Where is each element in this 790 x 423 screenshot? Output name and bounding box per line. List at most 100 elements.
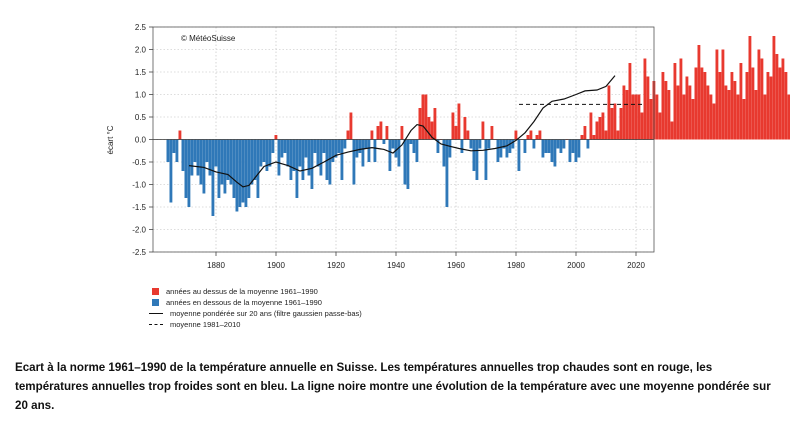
legend-item-mean: moyenne 1981–2010 (149, 319, 362, 330)
y-tick-label: 0.5 (135, 113, 147, 122)
bar-2012 (610, 108, 614, 140)
bar-2064 (766, 72, 770, 140)
legend-label: moyenne 1981–2010 (170, 320, 241, 329)
bar-1908 (298, 139, 302, 167)
bar-1879 (211, 139, 215, 216)
bar-1996 (562, 139, 566, 149)
bar-2000 (574, 139, 578, 162)
bar-1877 (205, 139, 209, 162)
bar-2019 (631, 94, 635, 140)
bar-2044 (706, 85, 710, 140)
bar-2046 (712, 103, 716, 140)
bar-1905 (289, 139, 293, 180)
bar-2045 (709, 94, 713, 140)
bar-2061 (757, 49, 761, 140)
bar-1903 (283, 139, 287, 153)
bar-1972 (490, 126, 494, 140)
bar-2038 (688, 85, 692, 140)
bar-1980 (514, 130, 518, 140)
bar-2009 (601, 112, 605, 140)
bar-2023 (643, 58, 647, 140)
bar-2029 (661, 72, 665, 140)
bar-2032 (670, 121, 674, 140)
bar-1936 (382, 139, 386, 144)
x-tick-label: 1980 (507, 261, 525, 270)
bar-1964 (466, 130, 470, 140)
bar-1958 (448, 139, 452, 158)
bar-1942 (400, 126, 404, 140)
bar-1968 (478, 139, 482, 149)
bar-1922 (340, 139, 344, 180)
bar-1888 (238, 139, 242, 207)
bar-1889 (241, 139, 245, 203)
bar-1941 (397, 139, 401, 167)
x-tick-label: 2000 (567, 261, 585, 270)
bar-2008 (598, 117, 602, 140)
bar-1900 (274, 135, 278, 140)
bar-1871 (187, 139, 191, 207)
bar-1928 (358, 139, 362, 153)
bar-1965 (469, 139, 473, 149)
bar-2067 (775, 54, 779, 140)
bar-2015 (619, 108, 623, 140)
bar-1983 (523, 139, 527, 153)
bar-1967 (475, 139, 479, 180)
bar-2027 (655, 94, 659, 140)
bars (166, 36, 790, 216)
bar-2036 (682, 94, 686, 140)
bar-2051 (727, 90, 731, 140)
bar-1947 (415, 139, 419, 162)
bar-1934 (376, 126, 380, 140)
bar-1912 (310, 139, 314, 189)
legend-item-above: années au dessus de la moyenne 1961–1990 (152, 286, 362, 297)
bar-2025 (649, 99, 653, 140)
bar-1882 (220, 139, 224, 185)
y-tick-label: 2.0 (135, 46, 147, 55)
bar-1977 (505, 139, 509, 158)
bar-1884 (226, 139, 230, 180)
bar-2060 (754, 90, 758, 140)
bar-1876 (202, 139, 206, 194)
axes: -2.5 -2.0 -1.5 -1.0 -0.5 0.0 0.5 1.0 1.5 2.0 2.5 18… (132, 23, 645, 270)
bar-1885 (229, 139, 233, 185)
x-tick-label: 2020 (627, 261, 645, 270)
bar-1944 (406, 139, 410, 189)
bar-1870 (184, 139, 188, 198)
bar-1909 (301, 139, 305, 180)
bar-1948 (418, 108, 422, 140)
bar-2058 (748, 36, 752, 140)
bar-1989 (541, 139, 545, 158)
bar-1866 (172, 139, 176, 153)
bar-1985 (529, 130, 533, 140)
bar-1878 (208, 139, 212, 176)
bar-1895 (259, 139, 263, 167)
bar-1960 (454, 126, 458, 140)
bar-1872 (190, 139, 194, 176)
bar-2022 (640, 112, 644, 140)
bar-1976 (502, 139, 506, 149)
bar-1961 (457, 103, 461, 140)
bar-1904 (286, 139, 290, 167)
bar-1939 (391, 139, 395, 149)
bar-1954 (436, 139, 440, 153)
bar-2049 (721, 49, 725, 140)
bar-2007 (595, 121, 599, 140)
bar-1902 (280, 139, 284, 158)
bar-2057 (745, 72, 749, 140)
legend-solid-line (149, 313, 163, 314)
bar-2070 (784, 72, 788, 140)
bar-2068 (778, 67, 782, 140)
bar-1892 (250, 139, 254, 185)
bar-2004 (586, 139, 590, 149)
y-tick-label: -0.5 (132, 158, 146, 167)
bar-2017 (625, 90, 629, 140)
legend-swatch-blue (152, 299, 159, 306)
bar-1925 (349, 112, 353, 140)
bar-1910 (304, 139, 308, 158)
bar-2020 (634, 94, 638, 140)
bar-1984 (526, 135, 530, 140)
y-tick-label: 1.0 (135, 91, 147, 100)
bar-1898 (268, 139, 272, 167)
bar-1918 (328, 139, 332, 185)
x-tick-label: 1940 (387, 261, 405, 270)
